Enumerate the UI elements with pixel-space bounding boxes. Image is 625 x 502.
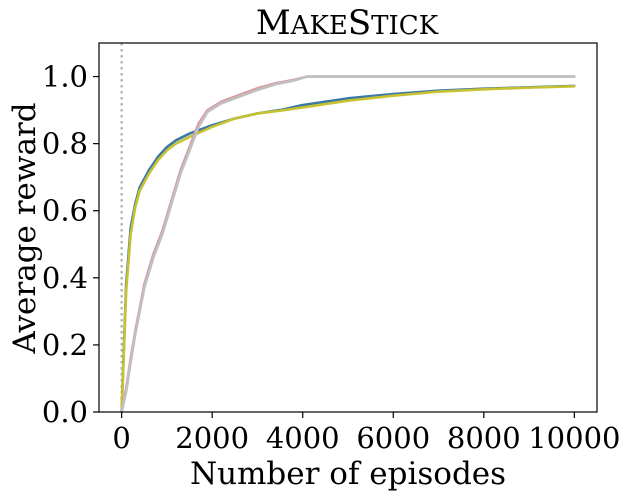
y-tick-label: 0.8	[42, 127, 88, 161]
chart-title: MAKESTICK	[256, 3, 439, 43]
series-line-2	[120, 84, 576, 414]
plot-frame	[98, 42, 598, 413]
y-tick-label: 1.0	[42, 60, 88, 94]
x-tick-label: 10000	[528, 421, 620, 455]
y-tick-label: 0.2	[42, 328, 88, 362]
x-tick-label: 0	[112, 421, 130, 455]
y-axis: 0.0 0.2 0.4 0.6 0.8 1.0	[42, 60, 99, 429]
x-axis: 0 2000 4000 6000 8000 10000	[112, 412, 620, 455]
series-line-1	[120, 84, 576, 414]
plot-area	[120, 43, 576, 414]
x-tick-label: 8000	[447, 421, 521, 455]
x-tick-label: 6000	[356, 421, 430, 455]
x-tick-label: 2000	[175, 421, 249, 455]
series-line-4	[120, 75, 576, 414]
series-line-3	[120, 75, 576, 414]
x-axis-label: Number of episodes	[190, 456, 506, 492]
y-tick-label: 0.4	[42, 261, 88, 295]
y-tick-label: 0.6	[42, 194, 88, 228]
y-axis-label: Average reward	[7, 102, 43, 354]
y-tick-label: 0.0	[42, 395, 88, 429]
x-tick-label: 4000	[266, 421, 340, 455]
